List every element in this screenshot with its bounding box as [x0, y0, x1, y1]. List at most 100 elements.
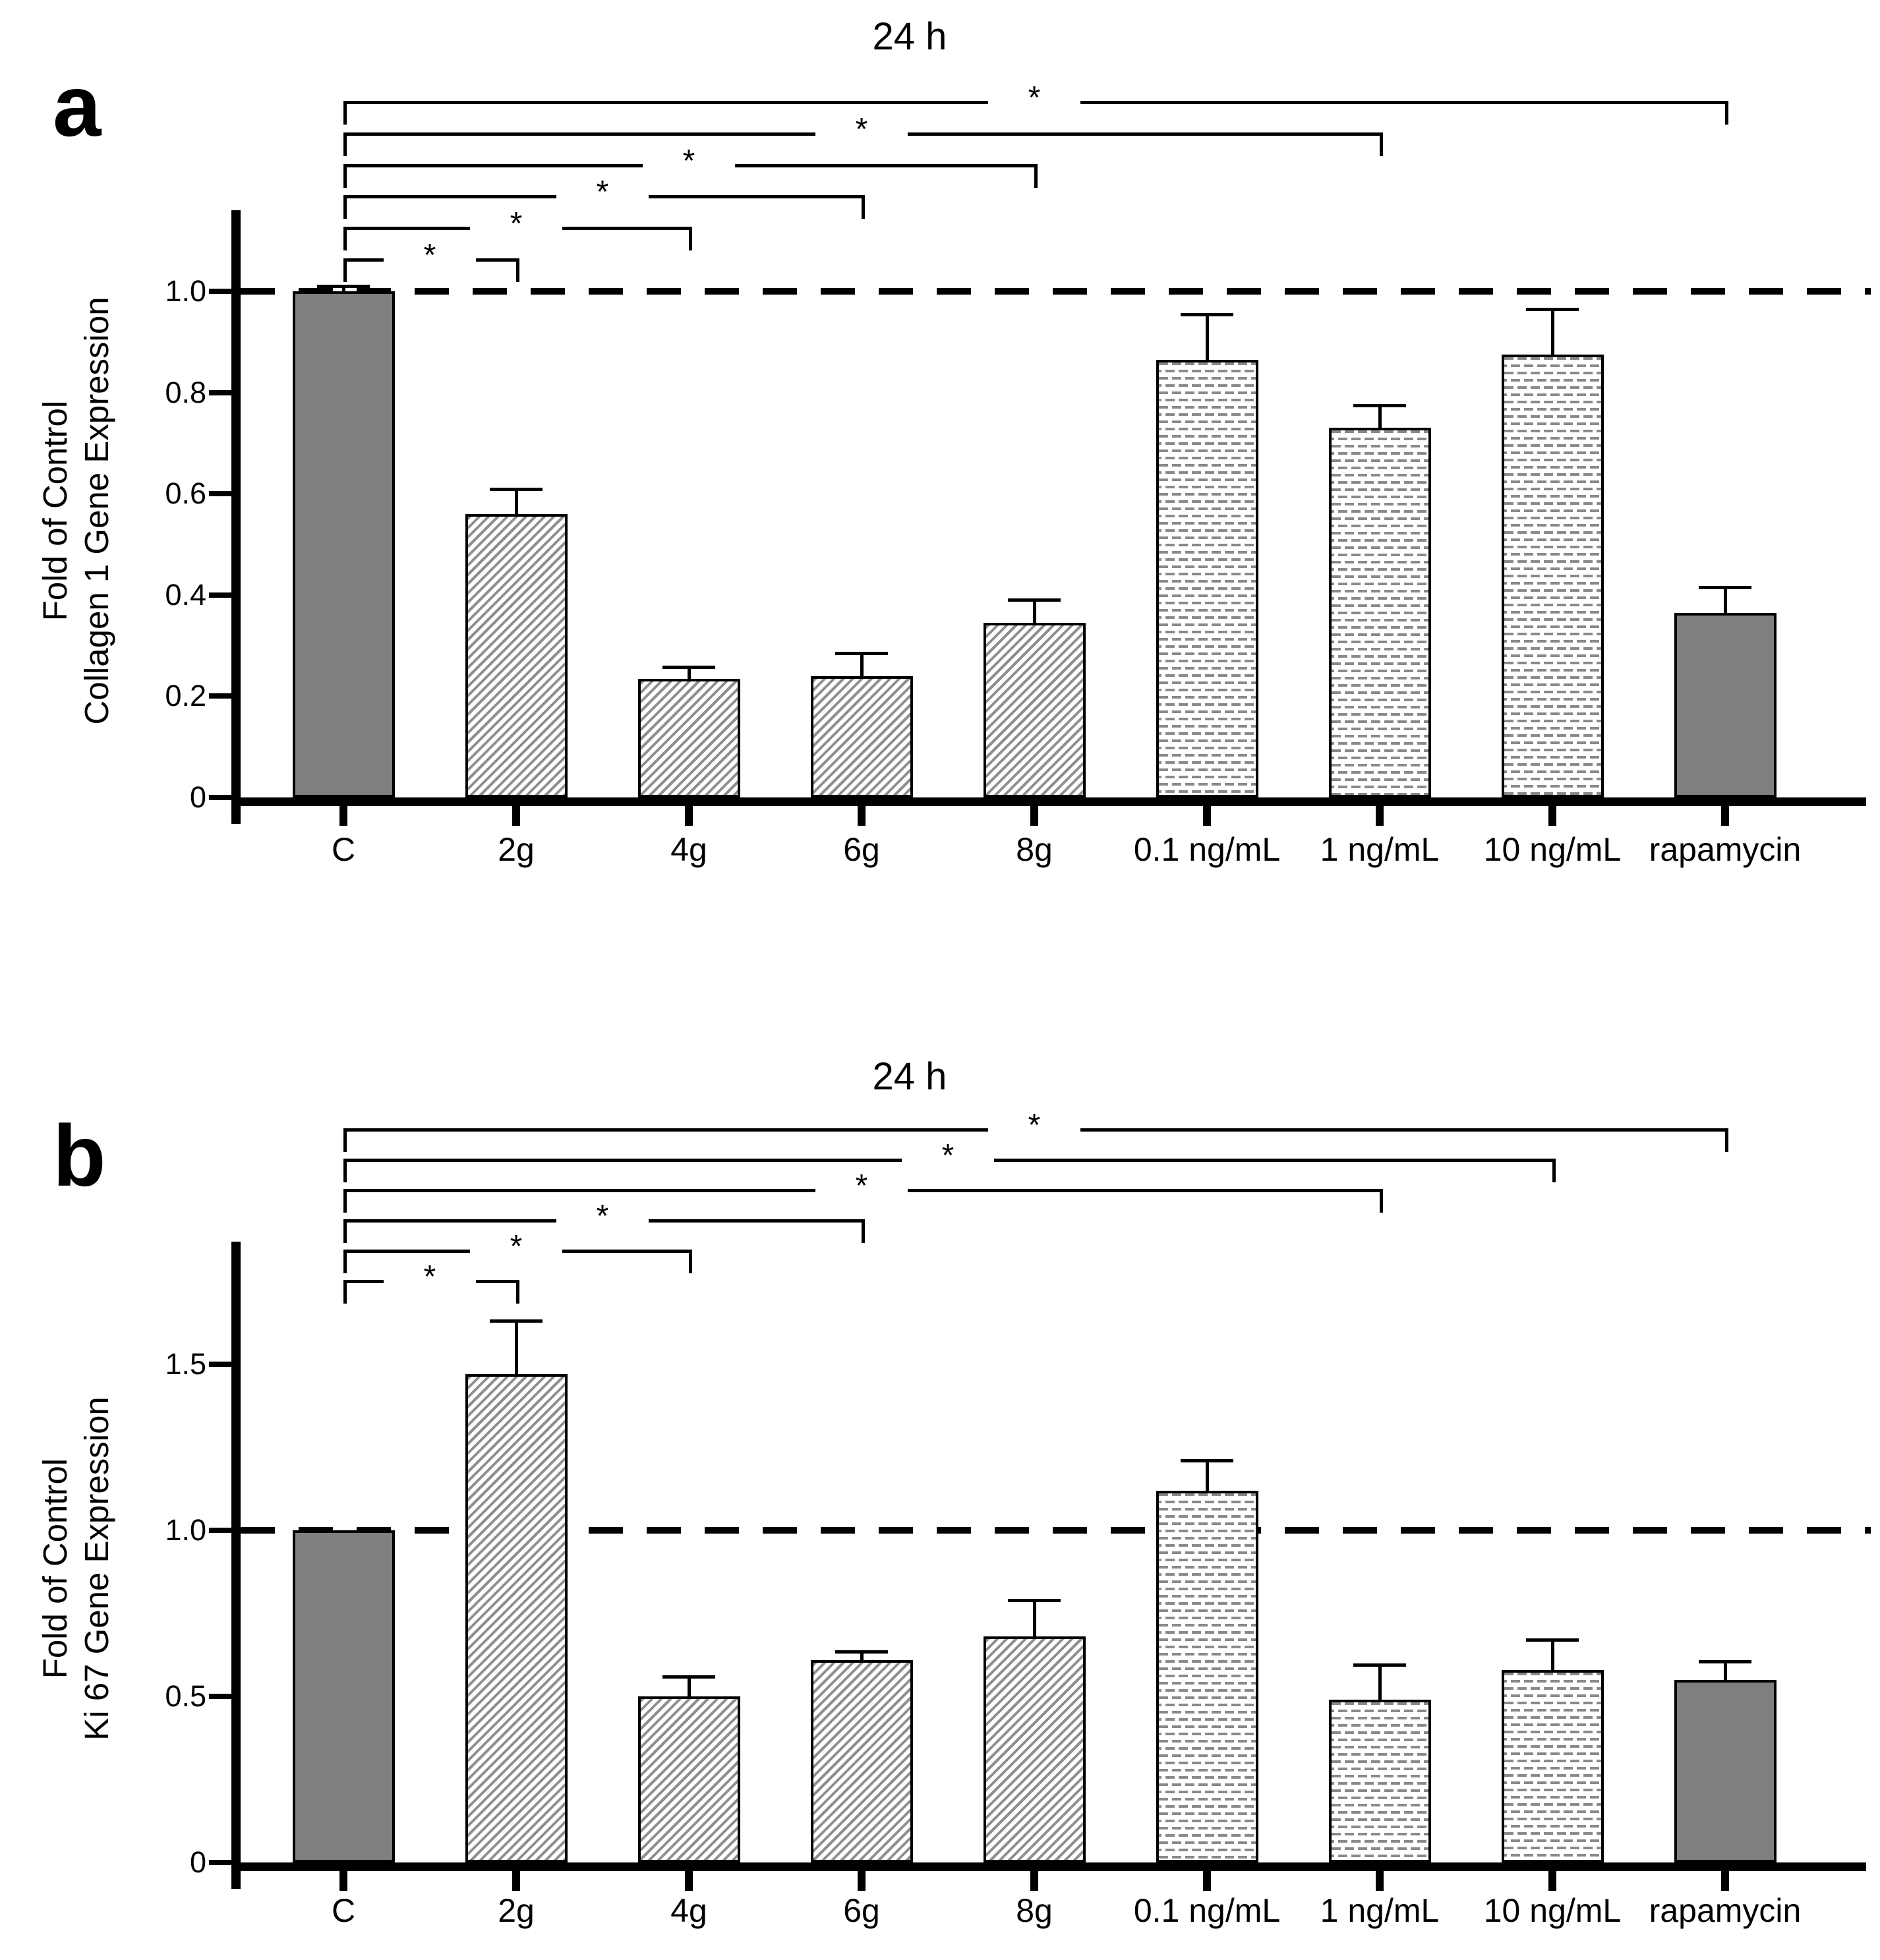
- panel-b-reference-line: [241, 1527, 1871, 1534]
- significance-bracket-end: [343, 1189, 347, 1213]
- error-bar-cap: [1008, 1598, 1061, 1602]
- significance-bracket-end: [862, 195, 865, 219]
- significance-bracket: [343, 1280, 384, 1283]
- error-bar-cap: [490, 487, 543, 491]
- panel-a-letter: a: [53, 57, 102, 154]
- error-bar-cap: [1699, 1660, 1751, 1664]
- significance-bracket: [343, 1219, 556, 1223]
- significance-bracket-end: [343, 132, 347, 156]
- x-category-label: 1 ng/mL: [1320, 831, 1440, 868]
- significance-bracket: [649, 1219, 865, 1223]
- error-bar-stem: [1033, 1600, 1036, 1637]
- bar-2g: [465, 1374, 568, 1862]
- x-category-label: 4g: [670, 1892, 707, 1929]
- x-category-label: 10 ng/mL: [1483, 1892, 1622, 1929]
- panel-b-y-axis-title-line2: Ki 67 Gene Expression: [78, 1397, 115, 1741]
- error-bar-cap: [317, 285, 370, 289]
- bar-c: [292, 1530, 395, 1862]
- significance-bracket: [476, 1280, 519, 1283]
- significance-bracket-end: [343, 163, 347, 188]
- significance-bracket-end: [1725, 1128, 1728, 1152]
- error-bar-cap: [1181, 312, 1233, 316]
- significance-bracket: [1080, 101, 1728, 104]
- x-tick: [1376, 1871, 1384, 1891]
- bar-6g: [810, 676, 913, 797]
- error-bar-stem: [1724, 587, 1727, 613]
- x-category-label: rapamycin: [1649, 1892, 1802, 1929]
- error-bar-stem: [1551, 1640, 1554, 1670]
- significance-star: *: [1028, 80, 1041, 115]
- significance-bracket-end: [1725, 101, 1728, 125]
- y-tick-label: 0.8: [165, 375, 206, 409]
- x-tick: [339, 806, 347, 826]
- y-tick: [209, 1362, 231, 1367]
- y-tick-label: 0: [189, 780, 206, 814]
- significance-bracket: [649, 195, 865, 199]
- significance-bracket: [343, 132, 815, 136]
- panel-a-y-axis-title: Fold of Control Collagen 1 Gene Expressi…: [34, 181, 117, 840]
- y-tick-label: 1.5: [165, 1347, 206, 1381]
- significance-bracket: [343, 258, 384, 262]
- panel-b-y-axis-title: Fold of Control Ki 67 Gene Expression: [34, 1239, 117, 1898]
- x-category-label: 2g: [498, 831, 535, 868]
- significance-bracket: [343, 1159, 902, 1162]
- x-tick: [1030, 1871, 1038, 1891]
- error-bar-cap: [1699, 586, 1751, 590]
- bar-10-ng-ml: [1501, 1669, 1604, 1862]
- significance-star: *: [855, 111, 868, 147]
- x-tick: [1030, 806, 1038, 826]
- x-tick: [512, 806, 520, 826]
- x-category-label: 1 ng/mL: [1320, 1892, 1440, 1929]
- x-tick: [858, 806, 866, 826]
- bar-1-ng-ml: [1328, 1700, 1431, 1862]
- x-category-label: 10 ng/mL: [1483, 831, 1622, 868]
- significance-star: *: [596, 175, 609, 210]
- significance-bracket-end: [343, 1250, 347, 1273]
- panel-b-x-axis: [231, 1862, 1866, 1871]
- error-bar-cap: [1181, 1459, 1233, 1463]
- error-bar-stem: [688, 666, 691, 679]
- error-bar-stem: [515, 488, 518, 514]
- x-category-label: 8g: [1016, 831, 1053, 868]
- y-tick: [209, 1860, 231, 1865]
- y-tick: [209, 693, 231, 699]
- x-tick: [339, 1871, 347, 1891]
- x-tick: [1548, 806, 1556, 826]
- bar-2g: [465, 513, 568, 797]
- y-tick-label: 0.4: [165, 577, 206, 612]
- significance-bracket-end: [343, 1128, 347, 1152]
- error-bar-cap: [1353, 1663, 1406, 1667]
- significance-bracket-end: [343, 101, 347, 125]
- x-tick: [1721, 1871, 1729, 1891]
- significance-bracket-end: [343, 195, 347, 219]
- significance-bracket: [562, 227, 692, 231]
- x-category-label: 8g: [1016, 1892, 1053, 1929]
- x-tick: [685, 1871, 693, 1891]
- panel-a-y-axis-title-line2: Collagen 1 Gene Expression: [78, 297, 115, 725]
- significance-bracket: [343, 163, 643, 167]
- y-tick: [209, 289, 231, 294]
- significance-bracket: [343, 101, 988, 104]
- x-tick: [1203, 806, 1211, 826]
- significance-bracket: [735, 163, 1038, 167]
- error-bar-stem: [860, 653, 864, 676]
- x-tick: [1721, 806, 1729, 826]
- x-category-label: C: [331, 1892, 356, 1929]
- x-category-label: rapamycin: [1649, 831, 1802, 868]
- error-bar-cap: [835, 1650, 888, 1654]
- significance-star: *: [510, 1229, 523, 1264]
- y-tick-label: 0.2: [165, 679, 206, 713]
- significance-bracket-end: [516, 258, 519, 282]
- x-category-label: 6g: [843, 831, 880, 868]
- panel-b-y-axis-title-line1: Fold of Control: [36, 1458, 74, 1679]
- significance-bracket-end: [1552, 1159, 1556, 1182]
- error-bar-stem: [1206, 314, 1209, 360]
- panel-b-letter: b: [53, 1107, 106, 1204]
- significance-bracket-end: [689, 1250, 692, 1273]
- y-tick: [209, 795, 231, 800]
- significance-star: *: [423, 238, 436, 273]
- y-tick-label: 1.0: [165, 1513, 206, 1547]
- bar-8g: [983, 623, 1086, 797]
- panel-a-y-axis: [231, 210, 241, 824]
